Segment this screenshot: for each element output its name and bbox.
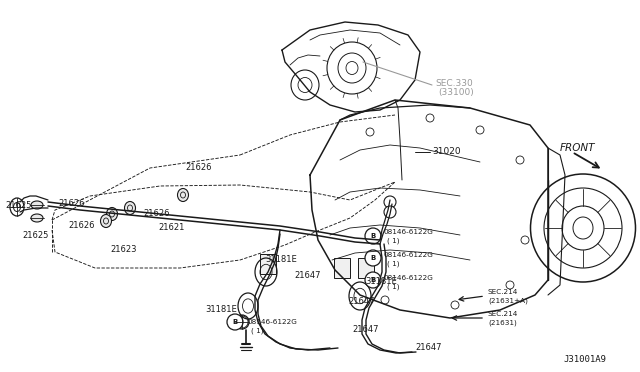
Circle shape bbox=[227, 314, 243, 330]
Text: 21647: 21647 bbox=[352, 326, 378, 334]
Ellipse shape bbox=[31, 201, 43, 209]
Ellipse shape bbox=[125, 202, 136, 215]
Circle shape bbox=[365, 228, 381, 244]
Text: 21621: 21621 bbox=[158, 222, 184, 231]
Circle shape bbox=[365, 250, 381, 266]
Text: ( 1): ( 1) bbox=[387, 284, 399, 290]
Text: 21647: 21647 bbox=[348, 298, 374, 307]
Ellipse shape bbox=[106, 208, 118, 221]
Text: B: B bbox=[371, 233, 376, 239]
Text: 21623: 21623 bbox=[110, 244, 136, 253]
Text: 31181E: 31181E bbox=[365, 278, 397, 286]
Circle shape bbox=[384, 206, 396, 218]
Text: ( 1): ( 1) bbox=[251, 328, 264, 334]
Text: 31020: 31020 bbox=[432, 148, 461, 157]
Text: 21625: 21625 bbox=[5, 202, 31, 211]
Text: 21625: 21625 bbox=[22, 231, 49, 241]
Text: 21626: 21626 bbox=[143, 208, 170, 218]
Text: SEC.214: SEC.214 bbox=[488, 289, 518, 295]
Bar bbox=[334, 258, 350, 278]
Bar bbox=[358, 258, 374, 278]
Ellipse shape bbox=[177, 189, 189, 202]
Text: SEC.330: SEC.330 bbox=[435, 80, 473, 89]
Text: (21631+A): (21631+A) bbox=[488, 298, 528, 304]
Text: 21626: 21626 bbox=[68, 221, 95, 231]
Circle shape bbox=[365, 272, 381, 288]
Text: B: B bbox=[371, 277, 376, 283]
Text: 21647: 21647 bbox=[415, 343, 442, 353]
Text: 21647: 21647 bbox=[294, 272, 321, 280]
Text: B: B bbox=[232, 319, 237, 325]
Text: SEC.214: SEC.214 bbox=[488, 311, 518, 317]
Text: (21631): (21631) bbox=[488, 320, 516, 326]
Text: 21626: 21626 bbox=[185, 164, 211, 173]
Text: B: B bbox=[371, 255, 376, 261]
Ellipse shape bbox=[100, 215, 111, 228]
Text: 08146-6122G: 08146-6122G bbox=[248, 319, 298, 325]
Bar bbox=[260, 254, 276, 274]
Text: 08146-6122G: 08146-6122G bbox=[384, 229, 434, 235]
Text: ( 1): ( 1) bbox=[387, 238, 399, 244]
Text: 08146-6122G: 08146-6122G bbox=[384, 252, 434, 258]
Text: J31001A9: J31001A9 bbox=[563, 356, 607, 365]
Text: (33100): (33100) bbox=[438, 89, 474, 97]
Text: FRONT: FRONT bbox=[560, 143, 595, 153]
Circle shape bbox=[384, 196, 396, 208]
Text: 08146-6122G: 08146-6122G bbox=[384, 275, 434, 281]
Ellipse shape bbox=[31, 214, 43, 222]
Text: 31181E: 31181E bbox=[265, 256, 297, 264]
Text: 31181E: 31181E bbox=[205, 305, 237, 314]
Text: ( 1): ( 1) bbox=[387, 261, 399, 267]
Text: 21626: 21626 bbox=[58, 199, 84, 208]
